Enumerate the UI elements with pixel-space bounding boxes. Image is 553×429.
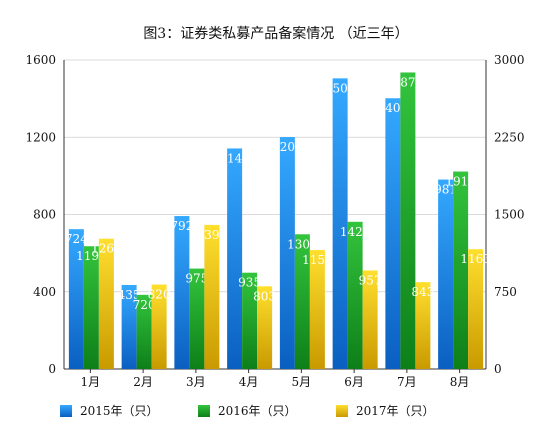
bar-1 (385, 98, 401, 370)
left-axis-tick-label: 1600 (25, 53, 56, 67)
data-label: 1201 (272, 140, 303, 154)
right-axis-tick-label: 3000 (494, 53, 525, 67)
data-label: 1429 (340, 225, 371, 239)
x-tick-label: 4月 (239, 375, 259, 389)
x-tick-label: 3月 (186, 375, 206, 389)
bar-3 (204, 224, 220, 369)
bar-2 (400, 72, 416, 369)
plot-area: 0400800120016000750150022503000724119212… (25, 53, 524, 389)
bar-1 (279, 137, 295, 369)
legend-swatch (60, 405, 72, 417)
right-axis-tick-label: 750 (494, 285, 517, 299)
data-label: 792 (170, 219, 193, 233)
data-label: 1265 (91, 242, 122, 256)
data-label: 1399 (197, 228, 228, 242)
bar-3 (362, 270, 378, 369)
data-label: 843 (411, 285, 434, 299)
data-label: 957 (359, 273, 382, 287)
data-label: 2879 (393, 75, 424, 89)
legend-label: 2016年（只） (218, 404, 297, 418)
bar-2 (294, 234, 310, 369)
data-label: 803 (253, 289, 276, 303)
data-label: 724 (65, 232, 88, 246)
bar-2 (83, 246, 99, 369)
left-axis-tick-label: 1200 (25, 130, 56, 144)
bar-3 (257, 286, 273, 369)
left-axis-tick-label: 400 (33, 285, 56, 299)
right-axis-tick-label: 1500 (494, 208, 525, 222)
data-label: 435 (118, 288, 141, 302)
bar-1 (332, 78, 348, 370)
x-tick-label: 5月 (292, 375, 312, 389)
data-label: 1917 (445, 175, 476, 189)
data-label: 820 (148, 288, 171, 302)
x-tick-label: 6月 (344, 375, 364, 389)
data-label: 1505 (325, 81, 356, 95)
bar-1 (227, 148, 243, 369)
x-tick-label: 8月 (450, 375, 470, 389)
bar-3 (309, 250, 325, 369)
bar-3 (415, 282, 431, 369)
legend-swatch (198, 405, 210, 417)
legend-label: 2017年（只） (356, 404, 435, 418)
bar-1 (68, 229, 84, 369)
bar-2 (347, 221, 363, 369)
data-label: 981 (434, 183, 457, 197)
data-label: 1308 (287, 237, 318, 251)
data-label: 975 (185, 272, 208, 286)
legend-label: 2015年（只） (80, 404, 159, 418)
bar-3 (151, 284, 167, 369)
data-label: 720 (133, 298, 156, 312)
bar-2 (189, 268, 205, 369)
bar-2 (242, 272, 258, 369)
legend-swatch (336, 405, 348, 417)
data-label: 1155 (302, 253, 333, 267)
data-label: 1163 (460, 252, 491, 266)
legend: 2015年（只） 2016年（只） 2017年（只） (60, 404, 435, 418)
right-axis-tick-label: 0 (494, 362, 502, 376)
bar-3 (468, 249, 484, 369)
chart-title: 图3：证券类私募产品备案情况 （近三年） (143, 25, 408, 42)
bar-1 (174, 216, 190, 369)
x-tick-label: 2月 (133, 375, 153, 389)
bar-3 (98, 238, 114, 369)
right-axis-tick-label: 2250 (494, 130, 525, 144)
bar-2 (453, 171, 469, 369)
left-axis-tick-label: 800 (33, 208, 56, 222)
x-tick-label: 7月 (397, 375, 417, 389)
bar-1 (438, 179, 454, 369)
x-tick-label: 1月 (81, 375, 101, 389)
left-axis-tick-label: 0 (48, 362, 56, 376)
data-label: 935 (238, 276, 261, 290)
bar-1 (121, 284, 137, 369)
bar-2 (136, 294, 152, 369)
data-label: 1142 (219, 151, 250, 165)
